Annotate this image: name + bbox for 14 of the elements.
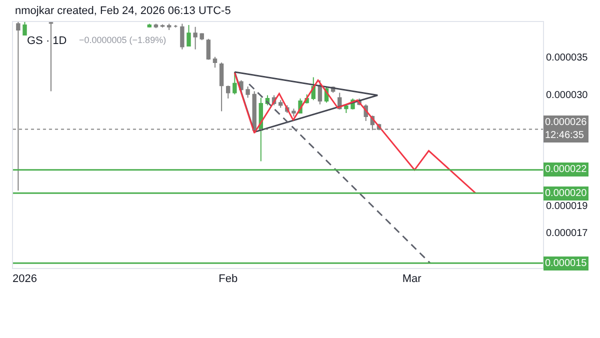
ref-line-label: 0.000020	[545, 188, 588, 199]
text: GS · 1D	[27, 34, 67, 47]
x-tick-label: Mar	[402, 273, 422, 286]
y-tick-label: 0.000019	[546, 201, 588, 212]
y-tick-label: 0.000017	[546, 228, 588, 240]
text: nmojkar created, Feb 24, 2026 06:13 UTC-5	[15, 5, 231, 17]
x-tick-label: Feb	[218, 273, 238, 286]
ref-line-label: 0.000026 12:46:35	[545, 117, 588, 141]
y-tick-label: 0.000030	[546, 90, 588, 101]
x-tick-label: 2026	[12, 273, 37, 286]
ref-line-label: 0.000015	[545, 258, 588, 269]
annotation: −0.0000005 (−1.89%)	[79, 35, 166, 45]
y-tick-label: 0.000035	[546, 52, 588, 64]
ref-line-label: 0.000022	[545, 164, 588, 175]
